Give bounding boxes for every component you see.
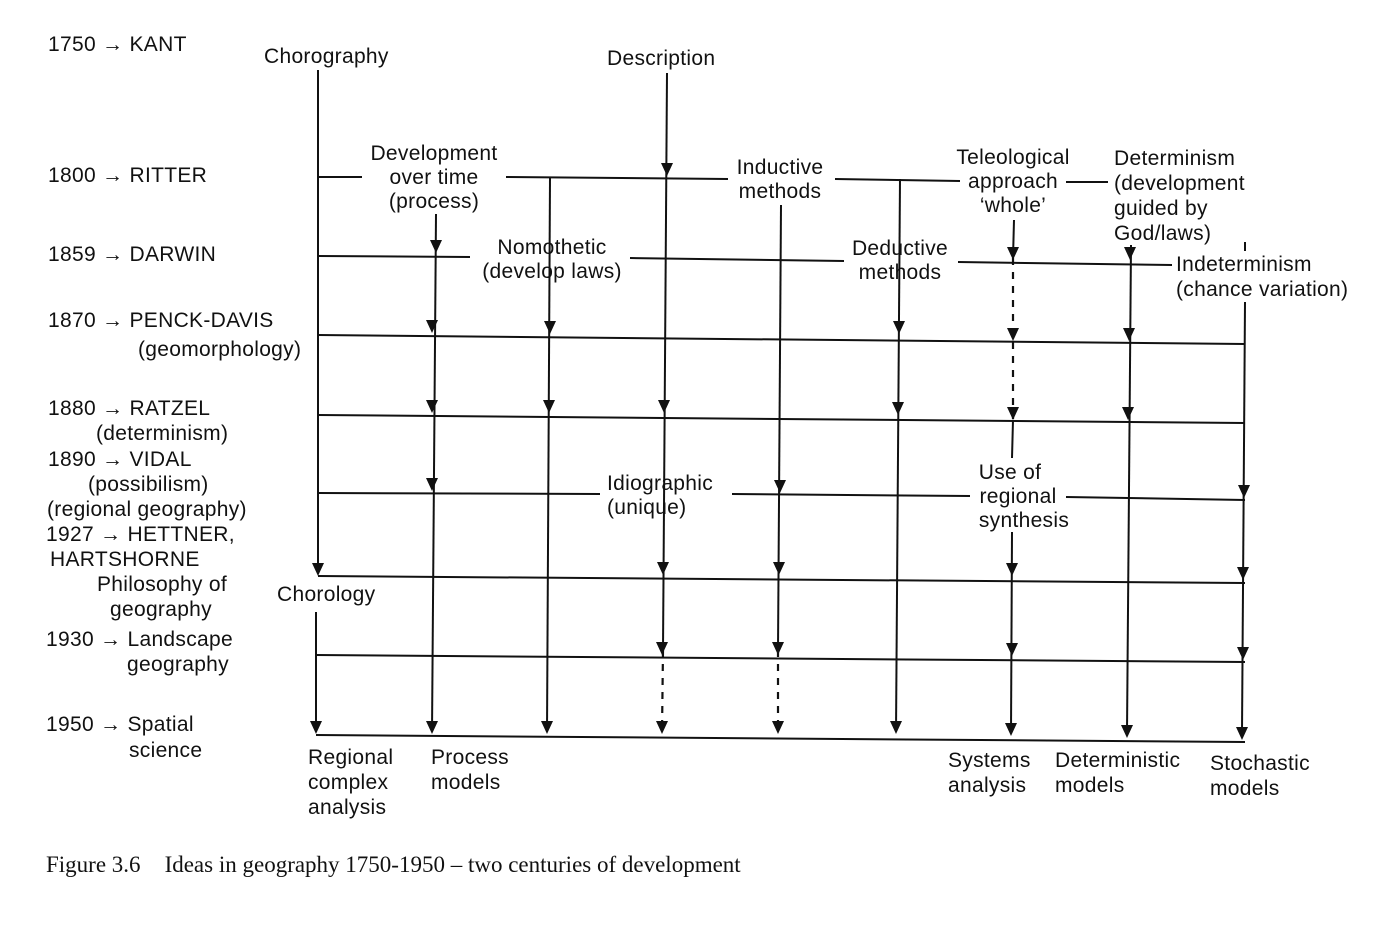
outcome-deterministic-models: Deterministic models [1055, 749, 1180, 797]
timeline-ritter: 1800 → RITTER [48, 164, 207, 187]
ratzel-1880-line [317, 414, 1246, 424]
regional-synthesis-column-line [1011, 419, 1014, 459]
arrowhead-icon [426, 400, 438, 413]
arrowhead-icon [426, 721, 438, 734]
arrowhead-icon [658, 400, 670, 413]
arrowhead-icon [312, 563, 324, 576]
inductive-column-line [777, 204, 782, 651]
arrowhead-icon [1007, 407, 1019, 420]
vidal-1890-line-right [1065, 496, 1246, 501]
arrowhead-icon [1124, 247, 1136, 260]
arrowhead-icon [892, 402, 904, 415]
arrowhead-icon [426, 320, 438, 333]
concept-development-over-time: Development over time (process) [370, 142, 497, 213]
concept-nomothetic: Nomothetic (develop laws) [482, 236, 622, 283]
concept-chorology: Chorology [277, 583, 376, 606]
timeline-ratzel: 1880 → RATZEL (determinism) [48, 397, 228, 445]
landscape-1930-line [315, 654, 1246, 663]
concept-description: Description [607, 47, 715, 70]
figure-caption-label: Figure 3.6 [46, 852, 141, 877]
darwin-1859-line-mid [629, 257, 845, 262]
arrowhead-icon [1237, 647, 1249, 660]
timeline-spatial-science: 1950 → Spatial science [46, 713, 202, 762]
timeline-landscape: 1930 → Landscape geography [46, 628, 233, 676]
arrowhead-icon [426, 478, 438, 491]
penck-davis-1870-line [317, 334, 1246, 345]
arrowhead-icon [1122, 407, 1134, 420]
regional-synthesis-column-line-lower [1010, 531, 1013, 733]
arrowhead-icon [1121, 725, 1133, 738]
ritter-1800-line-right [834, 178, 961, 182]
ritter-1800-line-mid [505, 176, 729, 180]
arrowhead-icon [893, 321, 905, 334]
arrowhead-icon [1007, 328, 1019, 341]
arrowhead-icon [541, 721, 553, 734]
timeline-kant: 1750 → KANT [48, 33, 187, 56]
arrowhead-icon [1006, 643, 1018, 656]
timeline-darwin: 1859 → DARWIN [48, 243, 216, 266]
hettner-1927-line [317, 575, 1246, 584]
arrowhead-icon [430, 240, 442, 253]
arrowhead-icon [1005, 723, 1017, 736]
outcome-regional-complex-analysis: Regional complex analysis [308, 746, 393, 819]
concept-indeterminism: Indeterminism (chance variation) [1176, 253, 1348, 301]
arrowhead-icon [310, 721, 322, 734]
arrowhead-icon [1238, 485, 1250, 498]
nomothetic-column-line [546, 177, 551, 733]
concept-deductive-methods: Deductive methods [852, 237, 948, 284]
arrowhead-icon [1236, 727, 1248, 740]
arrowhead-icon [544, 321, 556, 334]
arrowhead-icon [543, 400, 555, 413]
concept-inductive-methods: Inductive methods [737, 156, 824, 203]
arrowhead-icon [772, 721, 784, 734]
concept-chorography: Chorography [264, 45, 389, 68]
arrowhead-icon [1007, 247, 1019, 260]
concept-teleological-approach: Teleological approach ‘whole’ [956, 146, 1069, 217]
process-column-line [431, 213, 437, 733]
outcome-systems-analysis: Systems analysis [948, 749, 1031, 797]
concept-idiographic: Idiographic (unique) [607, 472, 713, 519]
arrowhead-icon [661, 163, 673, 176]
timeline-vidal: 1890 → VIDAL (possibilism) (regional geogr… [47, 448, 247, 521]
arrowhead-icon [774, 480, 786, 493]
timeline-penck-davis: 1870 → PENCK-DAVIS (geomorphology) [48, 309, 301, 361]
outcome-process-models: Process models [431, 746, 509, 794]
arrowhead-icon [773, 562, 785, 575]
arrowhead-icon [1123, 328, 1135, 341]
spatial-science-1950-line [315, 734, 1246, 743]
darwin-1859-line-right [957, 261, 1173, 266]
concept-regional-synthesis: Use of regional synthesis [979, 461, 1069, 532]
deductive-column-line [895, 178, 901, 733]
determinism-column-line [1126, 244, 1132, 733]
arrowhead-icon [1006, 563, 1018, 576]
description-dashed-line [660, 649, 665, 733]
outcome-stochastic-models: Stochastic models [1210, 752, 1310, 800]
concept-determinism: Determinism (development guided by God/laws… [1114, 147, 1245, 245]
arrowhead-icon [656, 721, 668, 734]
arrowhead-icon [772, 642, 784, 655]
figure-caption-text: Ideas in geography 1750-1950 – two centu… [165, 852, 742, 877]
figure-caption: Figure 3.6 Ideas in geography 1750-1950 –… [46, 852, 741, 877]
timeline-hettner-hartshorne: 1927 → HETTNER, HARTSHORNE Philosophy of ge… [46, 523, 235, 621]
darwin-1859-line-left [317, 255, 471, 258]
vidal-1890-line-left [317, 492, 601, 495]
arrowhead-icon [657, 562, 669, 575]
arrowhead-icon [1237, 567, 1249, 580]
vidal-1890-line-mid [731, 493, 971, 497]
arrowheads [426, 163, 1250, 740]
arrowhead-icon [890, 721, 902, 734]
indeterminism-column-line [1241, 301, 1246, 733]
labels: 1750 → KANT 1800 → RITTER 1859 → DARWIN … [46, 33, 1348, 877]
arrowhead-icon [656, 642, 668, 655]
